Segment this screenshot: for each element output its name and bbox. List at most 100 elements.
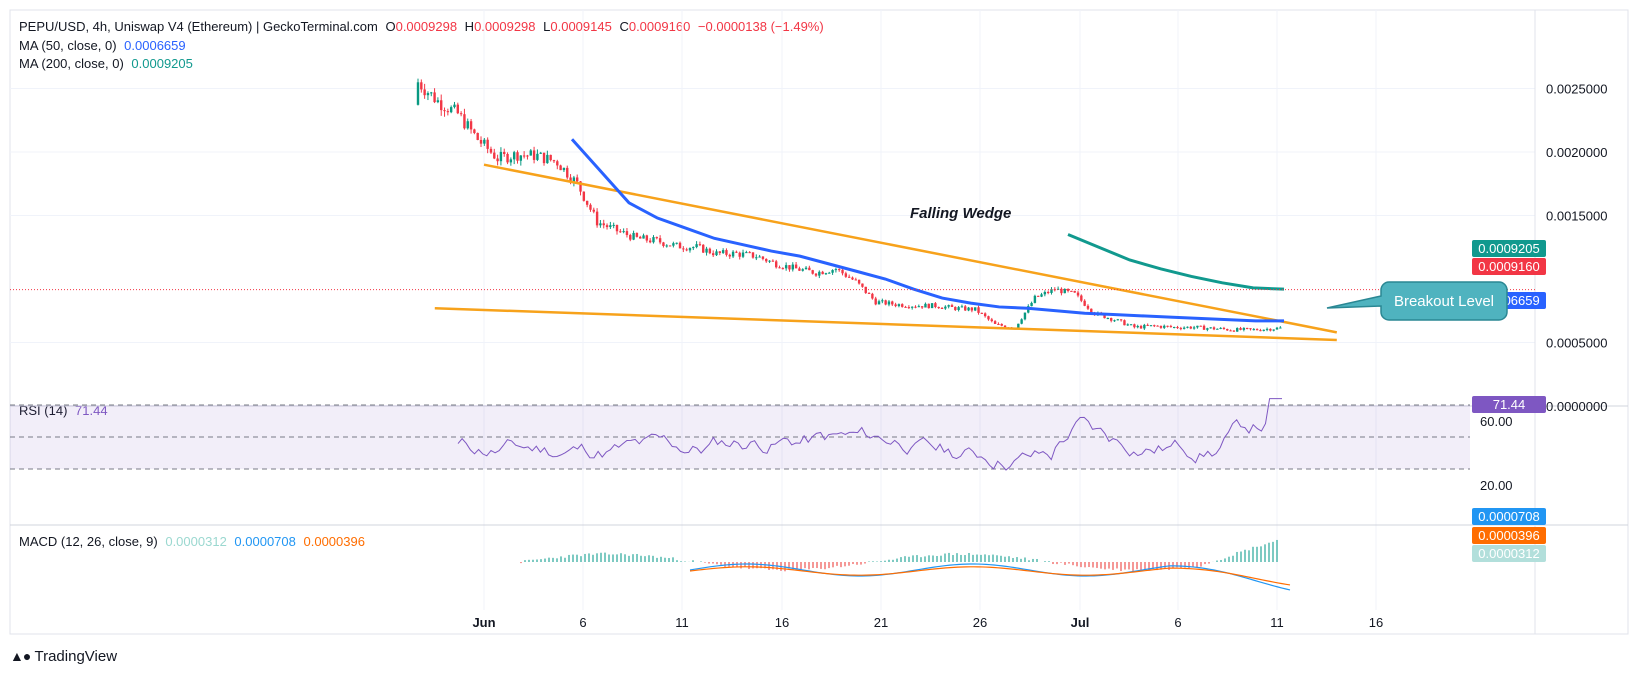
- macd-hist-bar: [664, 557, 666, 562]
- candle-body: [493, 152, 496, 159]
- rsi-line: [457, 398, 1282, 471]
- candle-body: [466, 121, 469, 129]
- candle-body: [771, 260, 775, 262]
- candle-body: [1080, 295, 1083, 301]
- macd-hist-bar: [992, 554, 994, 562]
- macd-hist-bar: [716, 562, 718, 565]
- candle-body: [440, 100, 443, 111]
- candle-body: [655, 237, 658, 239]
- macd-hist-bar: [1056, 562, 1058, 565]
- candle-body: [552, 160, 556, 162]
- macd-hist-bar: [968, 552, 970, 562]
- ma200-line: [1067, 233, 1285, 291]
- symbol-legend: PEPU/USD, 4h, Uniswap V4 (Ethereum) | Ge…: [19, 19, 828, 34]
- macd-line: [689, 563, 1291, 591]
- candle-body: [486, 139, 489, 149]
- candle-body: [473, 129, 476, 133]
- candle-body: [1242, 327, 1246, 330]
- candle-body: [794, 264, 798, 269]
- candle-body: [1153, 325, 1156, 327]
- candle-body: [1136, 326, 1139, 328]
- candle-body: [1020, 319, 1023, 324]
- y-tick-label: 0.0015000: [1546, 209, 1607, 224]
- candle-body: [1126, 324, 1129, 326]
- candle-body: [1179, 328, 1183, 330]
- candle-body: [791, 264, 794, 270]
- candle-body: [1060, 288, 1063, 294]
- macd-hist-bar: [928, 555, 930, 562]
- candle-body: [1116, 319, 1120, 321]
- candle-body: [426, 93, 430, 96]
- macd-hist-bar: [520, 562, 522, 564]
- candle-body: [615, 224, 619, 232]
- high-label: H: [464, 19, 475, 34]
- macd-hist-bar: [880, 561, 882, 562]
- candle-body: [668, 245, 672, 247]
- macd-hist-bar: [792, 562, 794, 570]
- candle-body: [1073, 291, 1076, 293]
- macd-hist-bar: [588, 553, 590, 562]
- candle-body: [844, 273, 848, 277]
- candle-body: [632, 232, 635, 240]
- macd-hist-bar: [632, 554, 634, 562]
- candle-body: [536, 153, 539, 160]
- macd-hist-bar: [1004, 556, 1006, 562]
- candle-body: [688, 248, 692, 251]
- macd-hist-bar: [596, 553, 598, 562]
- candle-body: [698, 244, 702, 246]
- macd-hist-bar: [840, 562, 842, 568]
- candle-body: [512, 152, 516, 160]
- macd-hist-bar: [1088, 562, 1090, 568]
- ma200-price-tag: 0.0009205: [1478, 241, 1539, 256]
- macd-hist-bar: [1128, 562, 1130, 570]
- candle-body: [1202, 325, 1206, 330]
- candle-body: [433, 92, 436, 103]
- candle-body: [453, 104, 456, 108]
- candle-body: [980, 312, 984, 314]
- macd-hist-tag-bg: [1472, 545, 1546, 562]
- macd-hist-bar: [1232, 555, 1234, 562]
- x-tick-label: 16: [775, 615, 789, 630]
- candle-body: [857, 279, 861, 284]
- macd-hist-bar: [676, 560, 678, 562]
- tradingview-logo[interactable]: ▲● TradingView: [10, 648, 117, 665]
- candle-body: [1000, 323, 1003, 326]
- macd-hist-bar: [912, 555, 914, 562]
- candle-body: [569, 177, 572, 183]
- candle-body: [711, 253, 715, 256]
- macd-hist-bar: [600, 552, 602, 562]
- candle-body: [1046, 291, 1050, 293]
- macd-hist-bar: [888, 559, 890, 562]
- candle-body: [997, 323, 1000, 325]
- candle-body: [1166, 325, 1169, 327]
- candle-body: [1236, 328, 1239, 332]
- macd-hist-bar: [980, 554, 982, 562]
- candle-body: [1023, 312, 1027, 320]
- candle-body: [665, 245, 668, 247]
- candle-body: [459, 113, 463, 115]
- open-label: O: [385, 19, 396, 34]
- macd-hist-bar: [660, 556, 662, 562]
- macd-hist-bar: [1048, 561, 1050, 562]
- y-axis: 0.0025000 0.0020000 0.0015000 0.0005000 0.00…: [1546, 82, 1607, 415]
- candle-body: [436, 100, 440, 103]
- candle-body: [768, 260, 771, 262]
- macd-hist-value: 0.0000312: [165, 534, 227, 549]
- macd-hist-bar: [1000, 555, 1002, 562]
- macd-hist-bar: [920, 557, 922, 562]
- macd-hist-bar: [568, 554, 570, 562]
- ma50-legend: MA (50, close, 0) 0.0006659: [19, 38, 190, 53]
- candle-body: [897, 304, 901, 307]
- macd-hist-bar: [868, 561, 870, 562]
- macd-hist-bar: [1068, 562, 1070, 564]
- macd-hist-bar: [1016, 557, 1018, 562]
- macd-hist-bar: [844, 562, 846, 567]
- candle-body: [1066, 288, 1070, 291]
- macd-hist-bar: [808, 562, 810, 570]
- y-tick-label: 0.0020000: [1546, 145, 1607, 160]
- macd-hist-bar: [892, 559, 894, 562]
- macd-hist-bar: [1076, 562, 1078, 567]
- candle-body: [877, 301, 881, 305]
- macd-hist-bar: [916, 555, 918, 562]
